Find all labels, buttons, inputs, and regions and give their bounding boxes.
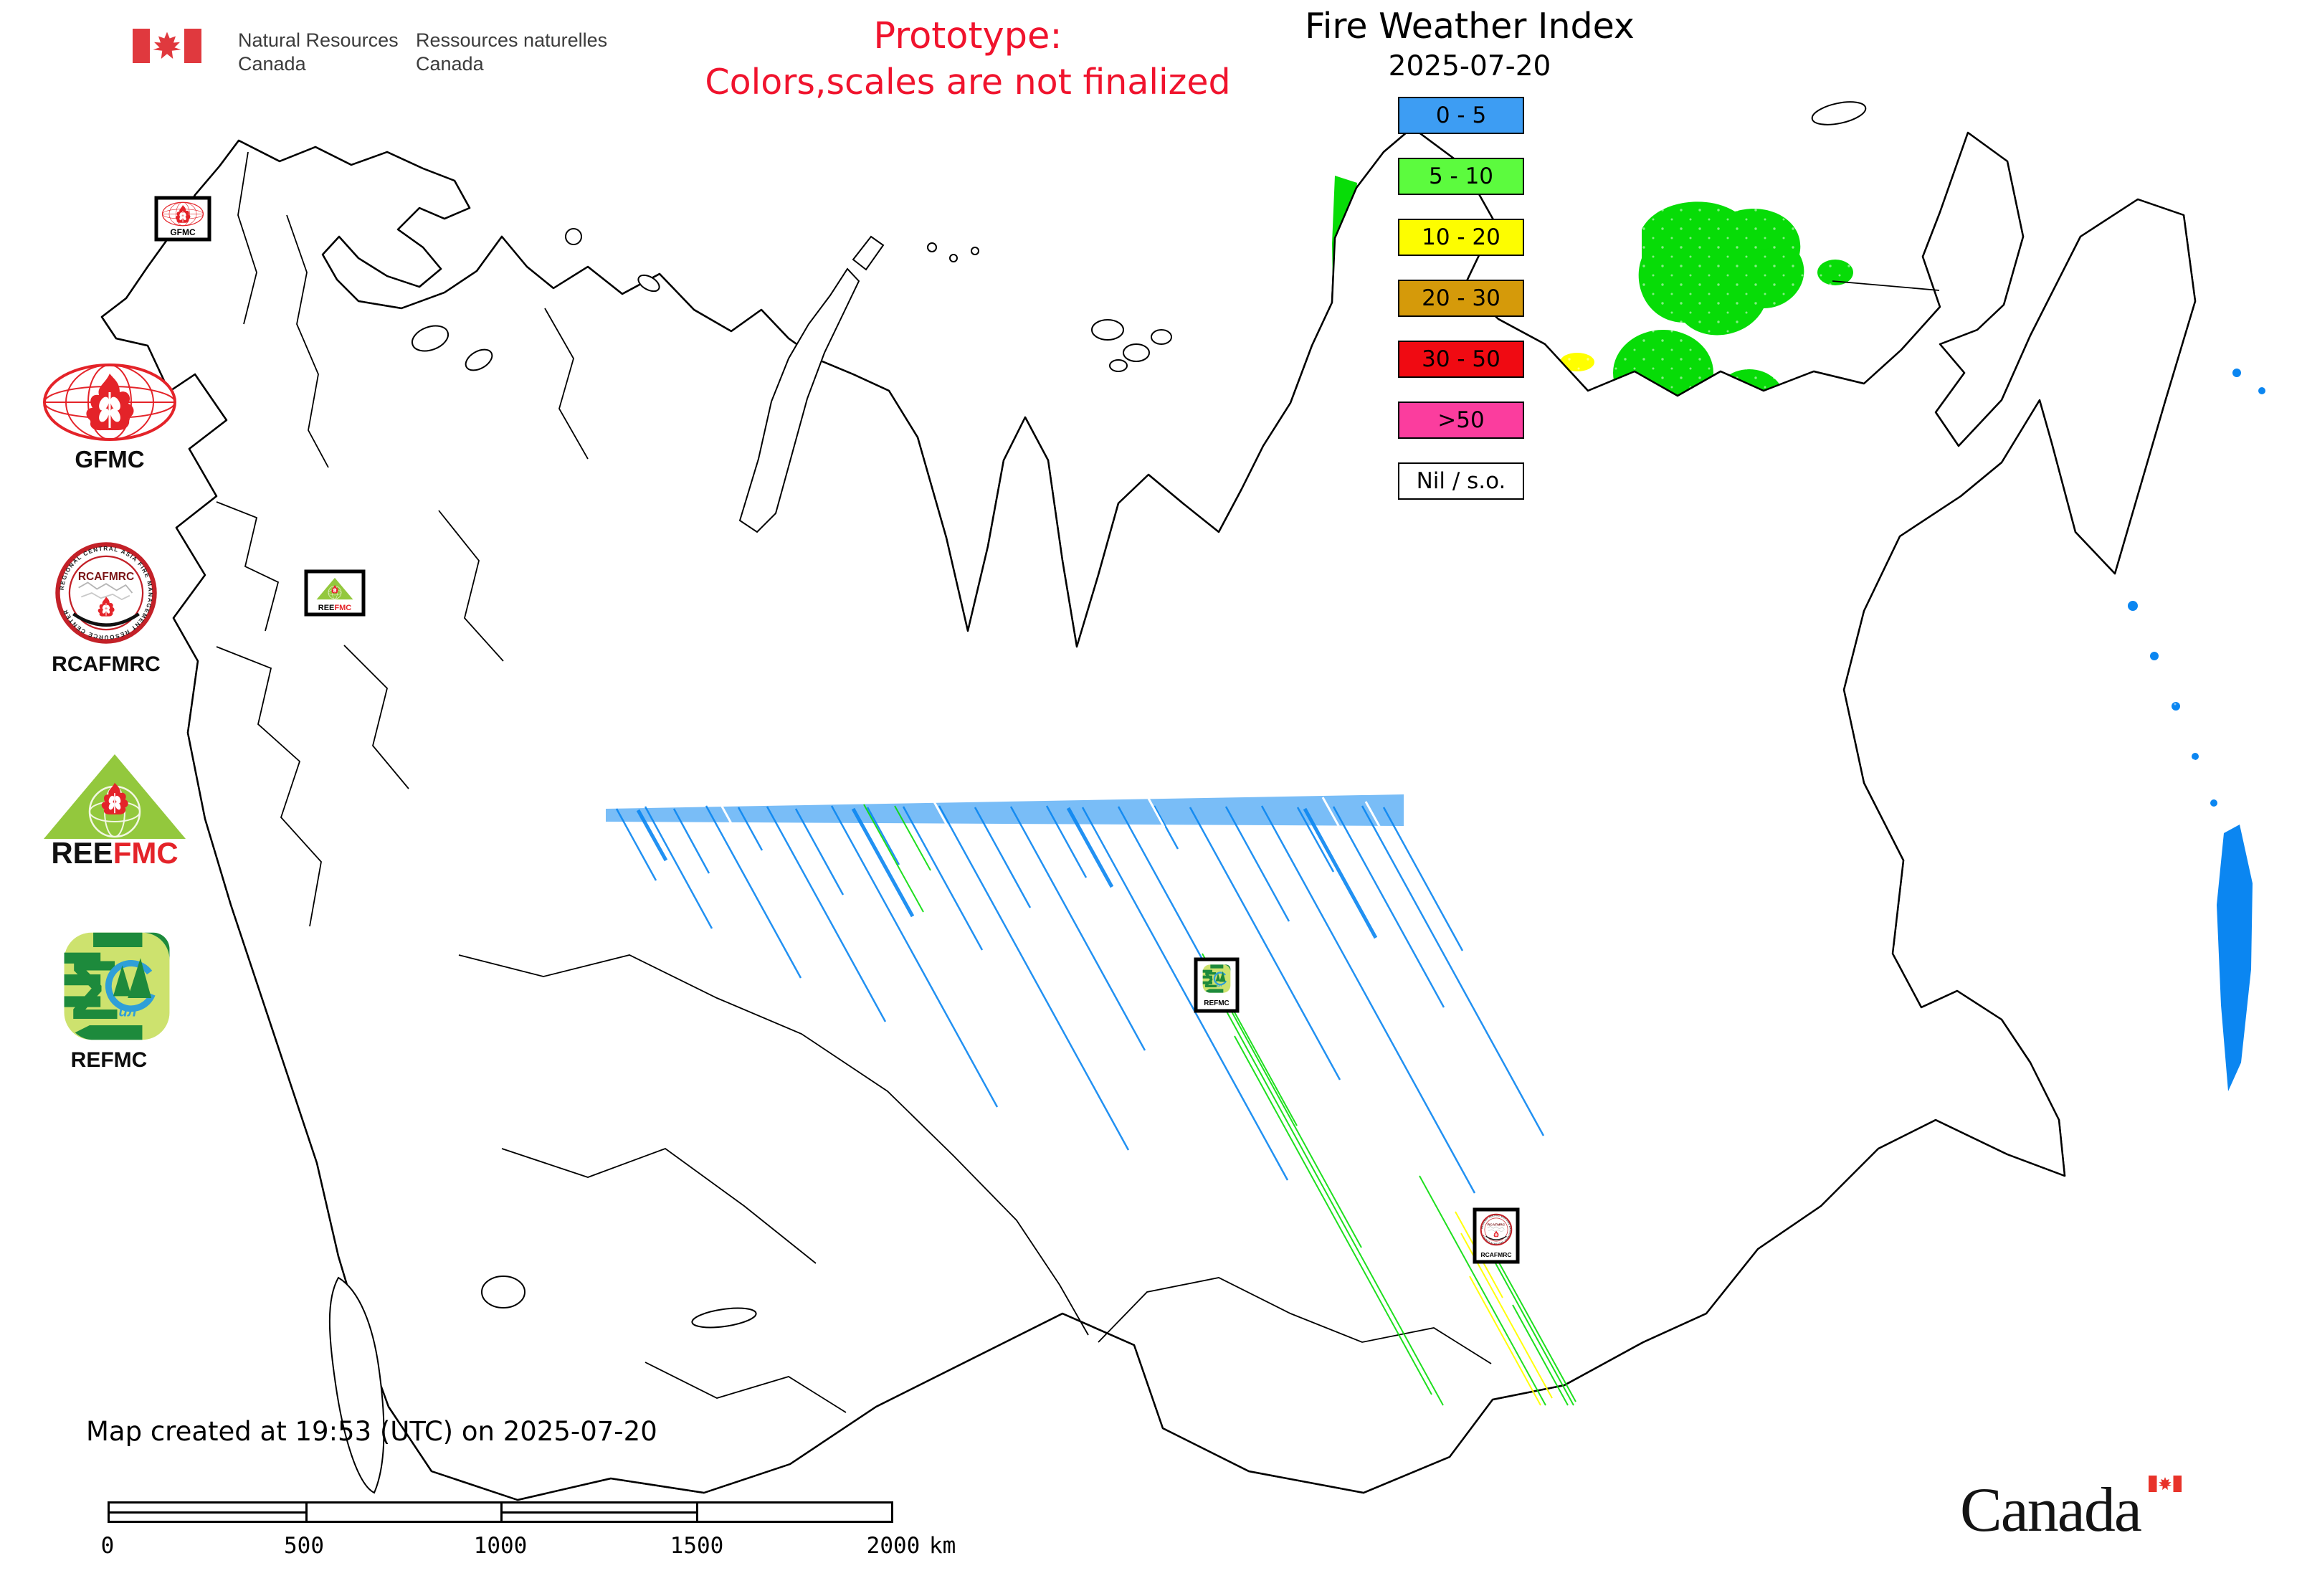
map-created-text: Map created at 19:53 (UTC) on 2025-07-20 — [86, 1416, 657, 1447]
legend-item-30-50: 30 - 50 — [1398, 341, 1524, 378]
nrcan-flag-icon — [133, 29, 201, 63]
reefmc-logo-label: REEFMC — [36, 836, 194, 870]
page-title: Fire Weather Index — [1305, 6, 1635, 47]
scale-tick-2000: 2000 — [866, 1533, 921, 1559]
refmc-mini-icon — [1202, 964, 1231, 994]
refmc-logo-label: REFMC — [70, 1048, 148, 1072]
scale-bar — [108, 1501, 893, 1523]
prototype-line2: Colors,scales are not finalized — [705, 62, 1231, 103]
wordmark-flag-icon — [2149, 1476, 2182, 1492]
legend-item-gt50: >50 — [1398, 402, 1524, 439]
islands — [328, 101, 1867, 1494]
rcafmrc-logo-label: RCAFMRC — [52, 652, 161, 676]
scale-tick-0: 0 — [100, 1533, 115, 1559]
signature-fr-line1: Ressources naturelles — [416, 29, 608, 51]
canada-wordmark: Canada — [1960, 1476, 2142, 1545]
signature-fr-line2: Canada — [416, 53, 484, 75]
marker-gfmc-label: GFMC — [170, 227, 196, 237]
marker-reefmc: REEFMC — [304, 569, 366, 617]
reefmc-logo-icon — [44, 754, 186, 839]
signature-en-line1: Natural Resources — [238, 29, 399, 51]
legend-item-5-10: 5 - 10 — [1398, 158, 1524, 195]
marker-refmc-label: REFMC — [1204, 999, 1230, 1007]
data-streaks — [606, 794, 1576, 1406]
reefmc-label-black: REE — [51, 836, 113, 870]
gfmc-logo-icon — [44, 365, 175, 440]
marker-rcafmrc: RCAFMRC — [1473, 1207, 1520, 1264]
marker-rcafmrc-label: RCAFMRC — [1481, 1251, 1512, 1258]
marker-reefmc-label-red: FMC — [334, 604, 351, 612]
legend-item-nil: Nil / s.o. — [1398, 462, 1524, 500]
rcafmrc-mini-icon — [1480, 1214, 1511, 1245]
legend-item-10-20: 10 - 20 — [1398, 219, 1524, 256]
country-borders — [216, 151, 1940, 1413]
marker-gfmc: GFMC — [154, 196, 211, 242]
signature-english: Natural Resources Canada — [238, 29, 399, 76]
reefmc-label-red: FMC — [113, 836, 179, 870]
gfmc-logo-label: GFMC — [75, 446, 145, 472]
scale-segment-4 — [695, 1504, 892, 1521]
scale-segment-1 — [110, 1504, 305, 1521]
scale-unit: km — [929, 1533, 956, 1559]
legend-item-0-5: 0 - 5 — [1398, 97, 1524, 134]
rcafmrc-logo-icon — [57, 544, 154, 641]
refmc-logo-icon — [65, 933, 170, 1040]
prototype-line1: Prototype: — [873, 15, 1062, 57]
scale-tick-1000: 1000 — [473, 1533, 528, 1559]
marker-reefmc-label-black: REE — [318, 604, 335, 612]
scale-tick-1500: 1500 — [670, 1533, 724, 1559]
signature-en-line2: Canada — [238, 53, 306, 75]
scale-tick-500: 500 — [284, 1533, 324, 1559]
prototype-warning: Prototype: Colors,scales are not finaliz… — [674, 13, 1262, 105]
fwi-legend: 0 - 5 5 - 10 10 - 20 20 - 30 30 - 50 >50… — [1398, 97, 1524, 523]
svg-text:REEFMC: REEFMC — [318, 604, 352, 612]
signature-french: Ressources naturelles Canada — [416, 29, 607, 76]
gfmc-mini-icon — [163, 202, 204, 226]
map-date: 2025-07-20 — [1388, 50, 1551, 82]
legend-item-20-30: 20 - 30 — [1398, 280, 1524, 317]
scale-segment-2 — [305, 1504, 501, 1521]
marker-refmc: REFMC — [1194, 957, 1240, 1013]
scale-segment-3 — [500, 1504, 696, 1521]
